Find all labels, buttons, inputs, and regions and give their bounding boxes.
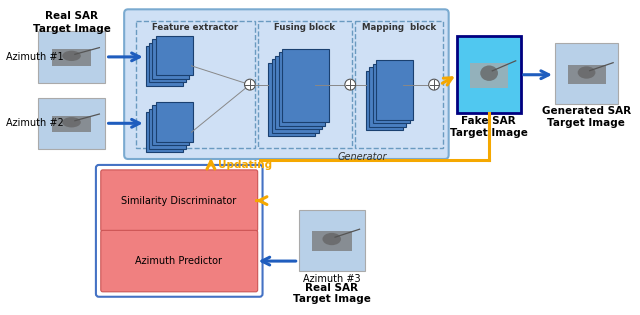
Bar [470,63,508,88]
FancyBboxPatch shape [100,170,258,231]
Bar [52,49,92,66]
Bar [278,52,325,126]
Bar [366,71,403,130]
Ellipse shape [480,66,498,81]
Text: Real SAR
Target Image: Real SAR Target Image [292,283,371,305]
Text: Mapping  block: Mapping block [362,23,436,32]
Text: Real SAR
Target Image: Real SAR Target Image [33,11,111,34]
Text: Azimuth #3: Azimuth #3 [303,274,360,284]
Text: Fusing block: Fusing block [274,23,335,32]
Bar [136,21,255,148]
FancyBboxPatch shape [124,9,449,159]
Bar [272,59,319,133]
Bar [152,39,189,79]
Text: Updating: Updating [218,160,272,170]
Circle shape [429,79,440,90]
Bar [282,49,329,122]
Bar [268,63,315,136]
Bar [299,209,365,271]
Bar [355,21,443,148]
Bar [458,36,521,113]
Text: Similarity Discriminator: Similarity Discriminator [121,196,236,206]
Bar [376,60,413,120]
Bar [156,36,193,75]
Bar [152,106,189,145]
Bar [146,112,182,152]
Bar [38,98,105,149]
Bar [372,64,410,123]
Circle shape [345,79,356,90]
Text: Feature extractor: Feature extractor [152,23,239,32]
FancyBboxPatch shape [96,165,262,297]
Bar [149,109,186,149]
Bar [275,56,322,129]
Text: Azimuth #2: Azimuth #2 [6,118,64,128]
Bar [146,46,182,86]
Ellipse shape [62,117,81,128]
Bar [52,116,92,132]
Ellipse shape [323,233,341,245]
Bar [312,231,351,251]
Bar [156,102,193,142]
Bar [568,65,605,84]
Bar [555,43,618,105]
Bar [149,43,186,82]
Text: Fake SAR
Target Image: Fake SAR Target Image [450,116,527,138]
Ellipse shape [578,66,595,79]
Text: Azimuth Predictor: Azimuth Predictor [135,256,222,266]
Bar [258,21,352,148]
Text: Azimuth #1: Azimuth #1 [6,52,64,62]
Ellipse shape [62,51,81,61]
Text: Generated SAR
Target Image: Generated SAR Target Image [541,106,630,128]
Text: Generator: Generator [337,152,387,162]
Bar [369,67,406,127]
FancyBboxPatch shape [100,230,258,292]
Circle shape [244,79,255,90]
Bar [38,31,105,83]
